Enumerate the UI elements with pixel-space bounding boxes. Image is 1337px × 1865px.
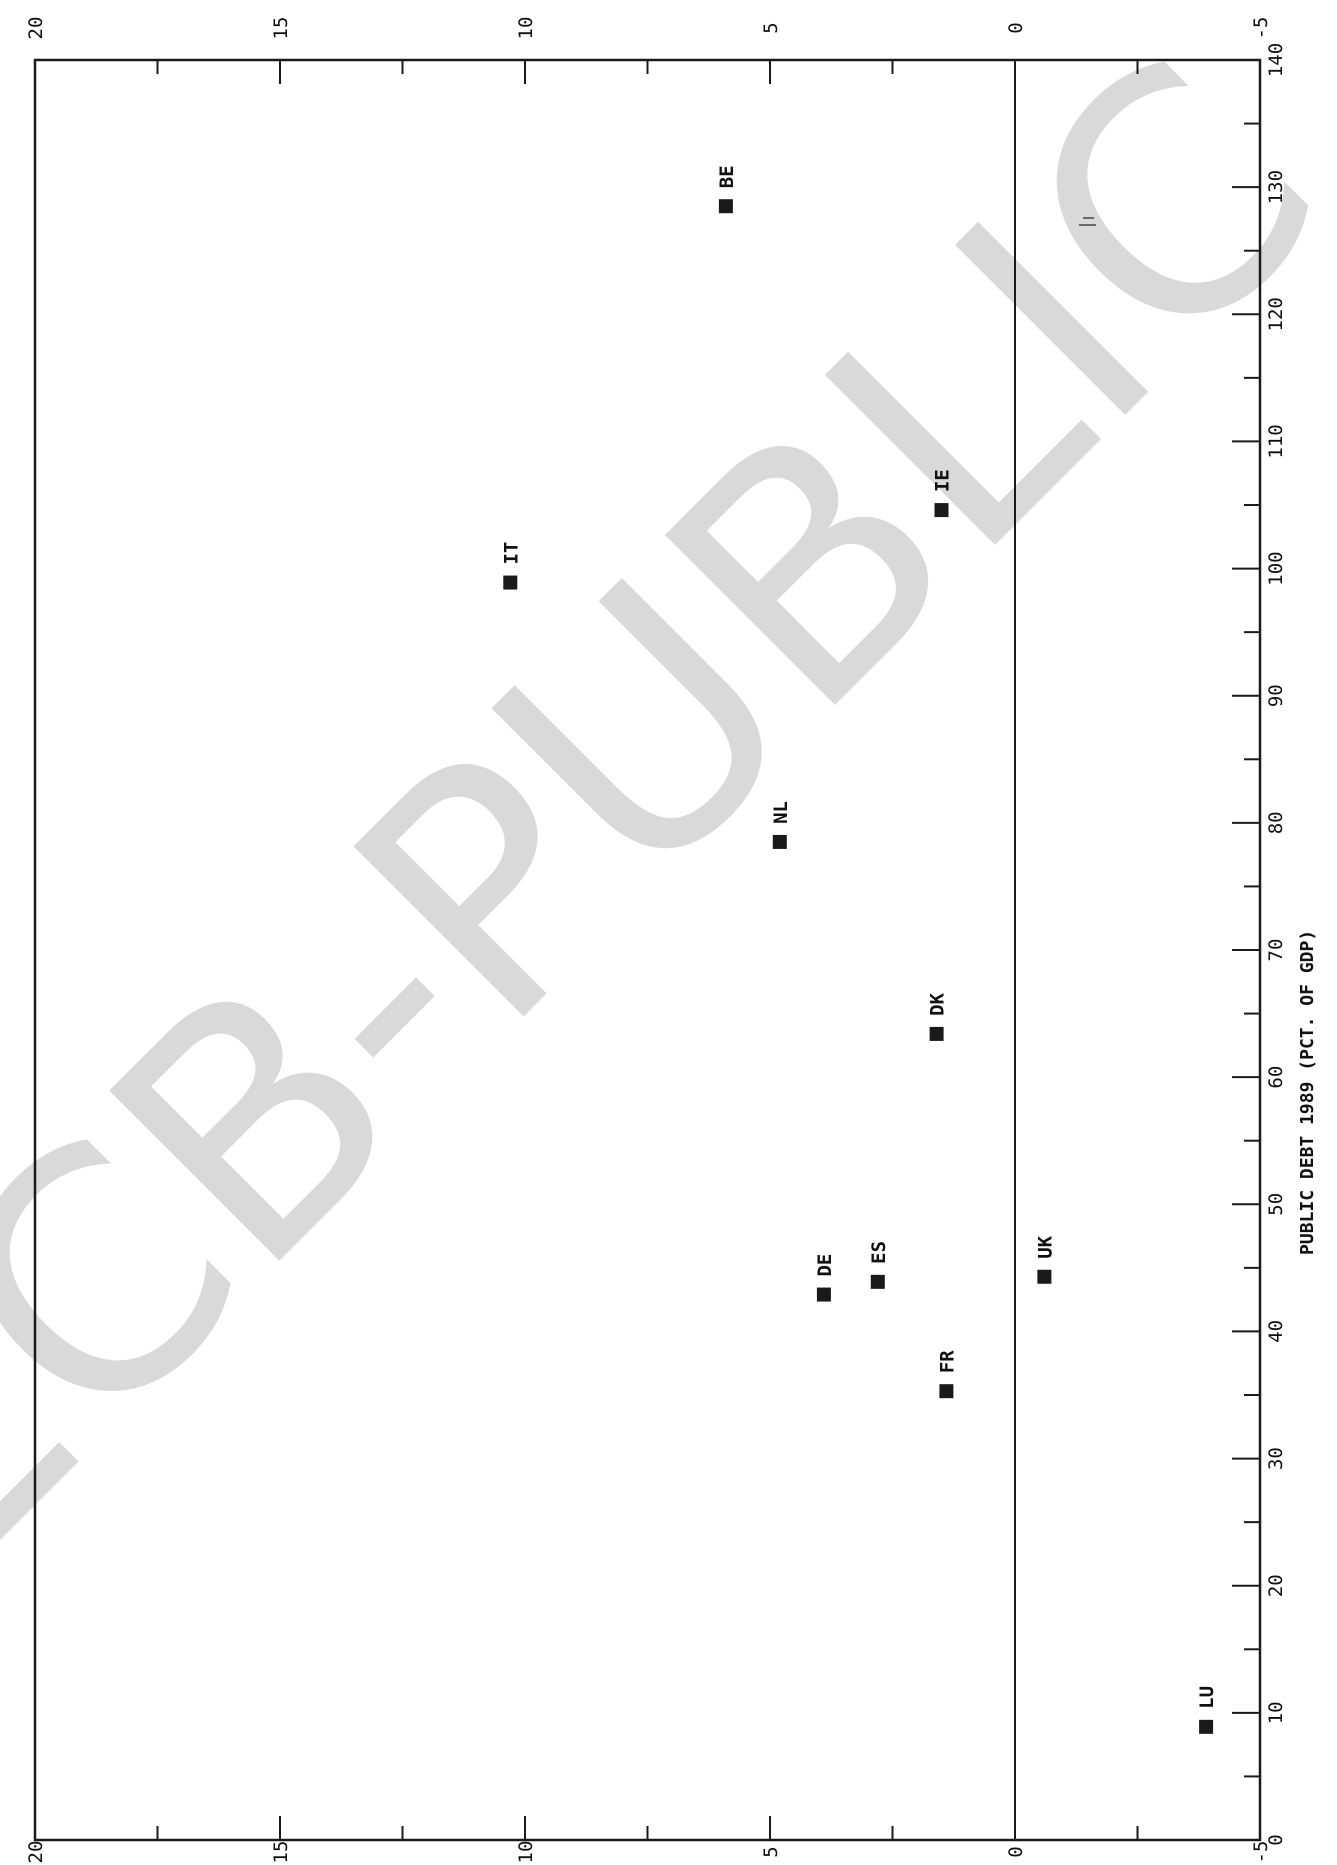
y-tick-label-bottom: 15 bbox=[270, 1841, 292, 1864]
data-point-label: NL bbox=[770, 801, 792, 824]
data-point-marker bbox=[934, 503, 949, 518]
x-tick-label: 110 bbox=[1265, 424, 1287, 458]
x-tick-label: 30 bbox=[1265, 1447, 1287, 1470]
watermark: ECB-PUBLIC bbox=[0, 0, 1337, 1649]
x-tick-label: 40 bbox=[1265, 1320, 1287, 1343]
data-point-marker bbox=[772, 834, 787, 849]
y-tick-label-top: 15 bbox=[270, 17, 292, 40]
y-tick-label-top: -5 bbox=[1250, 17, 1272, 40]
data-point-marker bbox=[939, 1384, 954, 1399]
data-point-marker bbox=[816, 1287, 831, 1302]
watermark-text: ECB-PUBLIC bbox=[0, 0, 1337, 1649]
y-tick-label-bottom: 20 bbox=[25, 1841, 47, 1864]
x-tick-label: 130 bbox=[1265, 170, 1287, 204]
y-tick-label-bottom: -5 bbox=[1250, 1841, 1272, 1864]
data-points bbox=[503, 199, 1214, 1734]
data-point-label: ES bbox=[868, 1241, 890, 1264]
data-point-label: BE bbox=[716, 165, 738, 188]
x-tick-label: 20 bbox=[1265, 1574, 1287, 1597]
data-point-label: IE bbox=[932, 469, 954, 492]
x-tick-label: 90 bbox=[1265, 684, 1287, 707]
x-tick-label: 80 bbox=[1265, 811, 1287, 834]
data-point-marker bbox=[870, 1274, 885, 1289]
axis-tick-labels: 0102030405060708090100110120130140-5-500… bbox=[25, 17, 1287, 1864]
data-point-label: IT bbox=[500, 542, 522, 565]
data-point-label: LU bbox=[1196, 1686, 1218, 1709]
data-point-labels: BE IT IE NL DK DE ES UK FR LU bbox=[500, 165, 1218, 1709]
x-tick-label: 10 bbox=[1265, 1701, 1287, 1724]
x-tick-label: 140 bbox=[1265, 43, 1287, 77]
data-point-marker bbox=[1199, 1719, 1214, 1734]
x-tick-label: 0 bbox=[1265, 1834, 1287, 1845]
data-point-marker bbox=[1037, 1269, 1052, 1284]
y-tick-label-bottom: 5 bbox=[760, 1846, 782, 1857]
data-point-label: UK bbox=[1034, 1235, 1056, 1258]
x-axis-label: PUBLIC DEBT 1989 (PCT. OF GDP) bbox=[1297, 930, 1318, 1255]
axis-ticks bbox=[34, 59, 1261, 1841]
y-tick-label-top: 10 bbox=[515, 17, 537, 40]
x-tick-label: 70 bbox=[1265, 939, 1287, 962]
y-tick-label-top: 0 bbox=[1005, 22, 1027, 33]
x-tick-label: 50 bbox=[1265, 1193, 1287, 1216]
data-point-label: DE bbox=[814, 1254, 836, 1277]
x-tick-label: 60 bbox=[1265, 1066, 1287, 1089]
x-tick-label: 100 bbox=[1265, 551, 1287, 585]
data-point-marker bbox=[718, 199, 733, 214]
y-tick-label-top: 20 bbox=[25, 17, 47, 40]
y-tick-label-top: 5 bbox=[760, 22, 782, 33]
x-tick-label: 120 bbox=[1265, 297, 1287, 331]
y-tick-label-bottom: 10 bbox=[515, 1841, 537, 1864]
stray-pen-marks bbox=[1079, 217, 1096, 226]
data-point-marker bbox=[503, 575, 518, 590]
y-tick-label-bottom: 0 bbox=[1005, 1846, 1027, 1857]
data-point-label: FR bbox=[936, 1350, 958, 1373]
data-point-marker bbox=[929, 1026, 944, 1041]
data-point-label: DK bbox=[927, 992, 949, 1015]
